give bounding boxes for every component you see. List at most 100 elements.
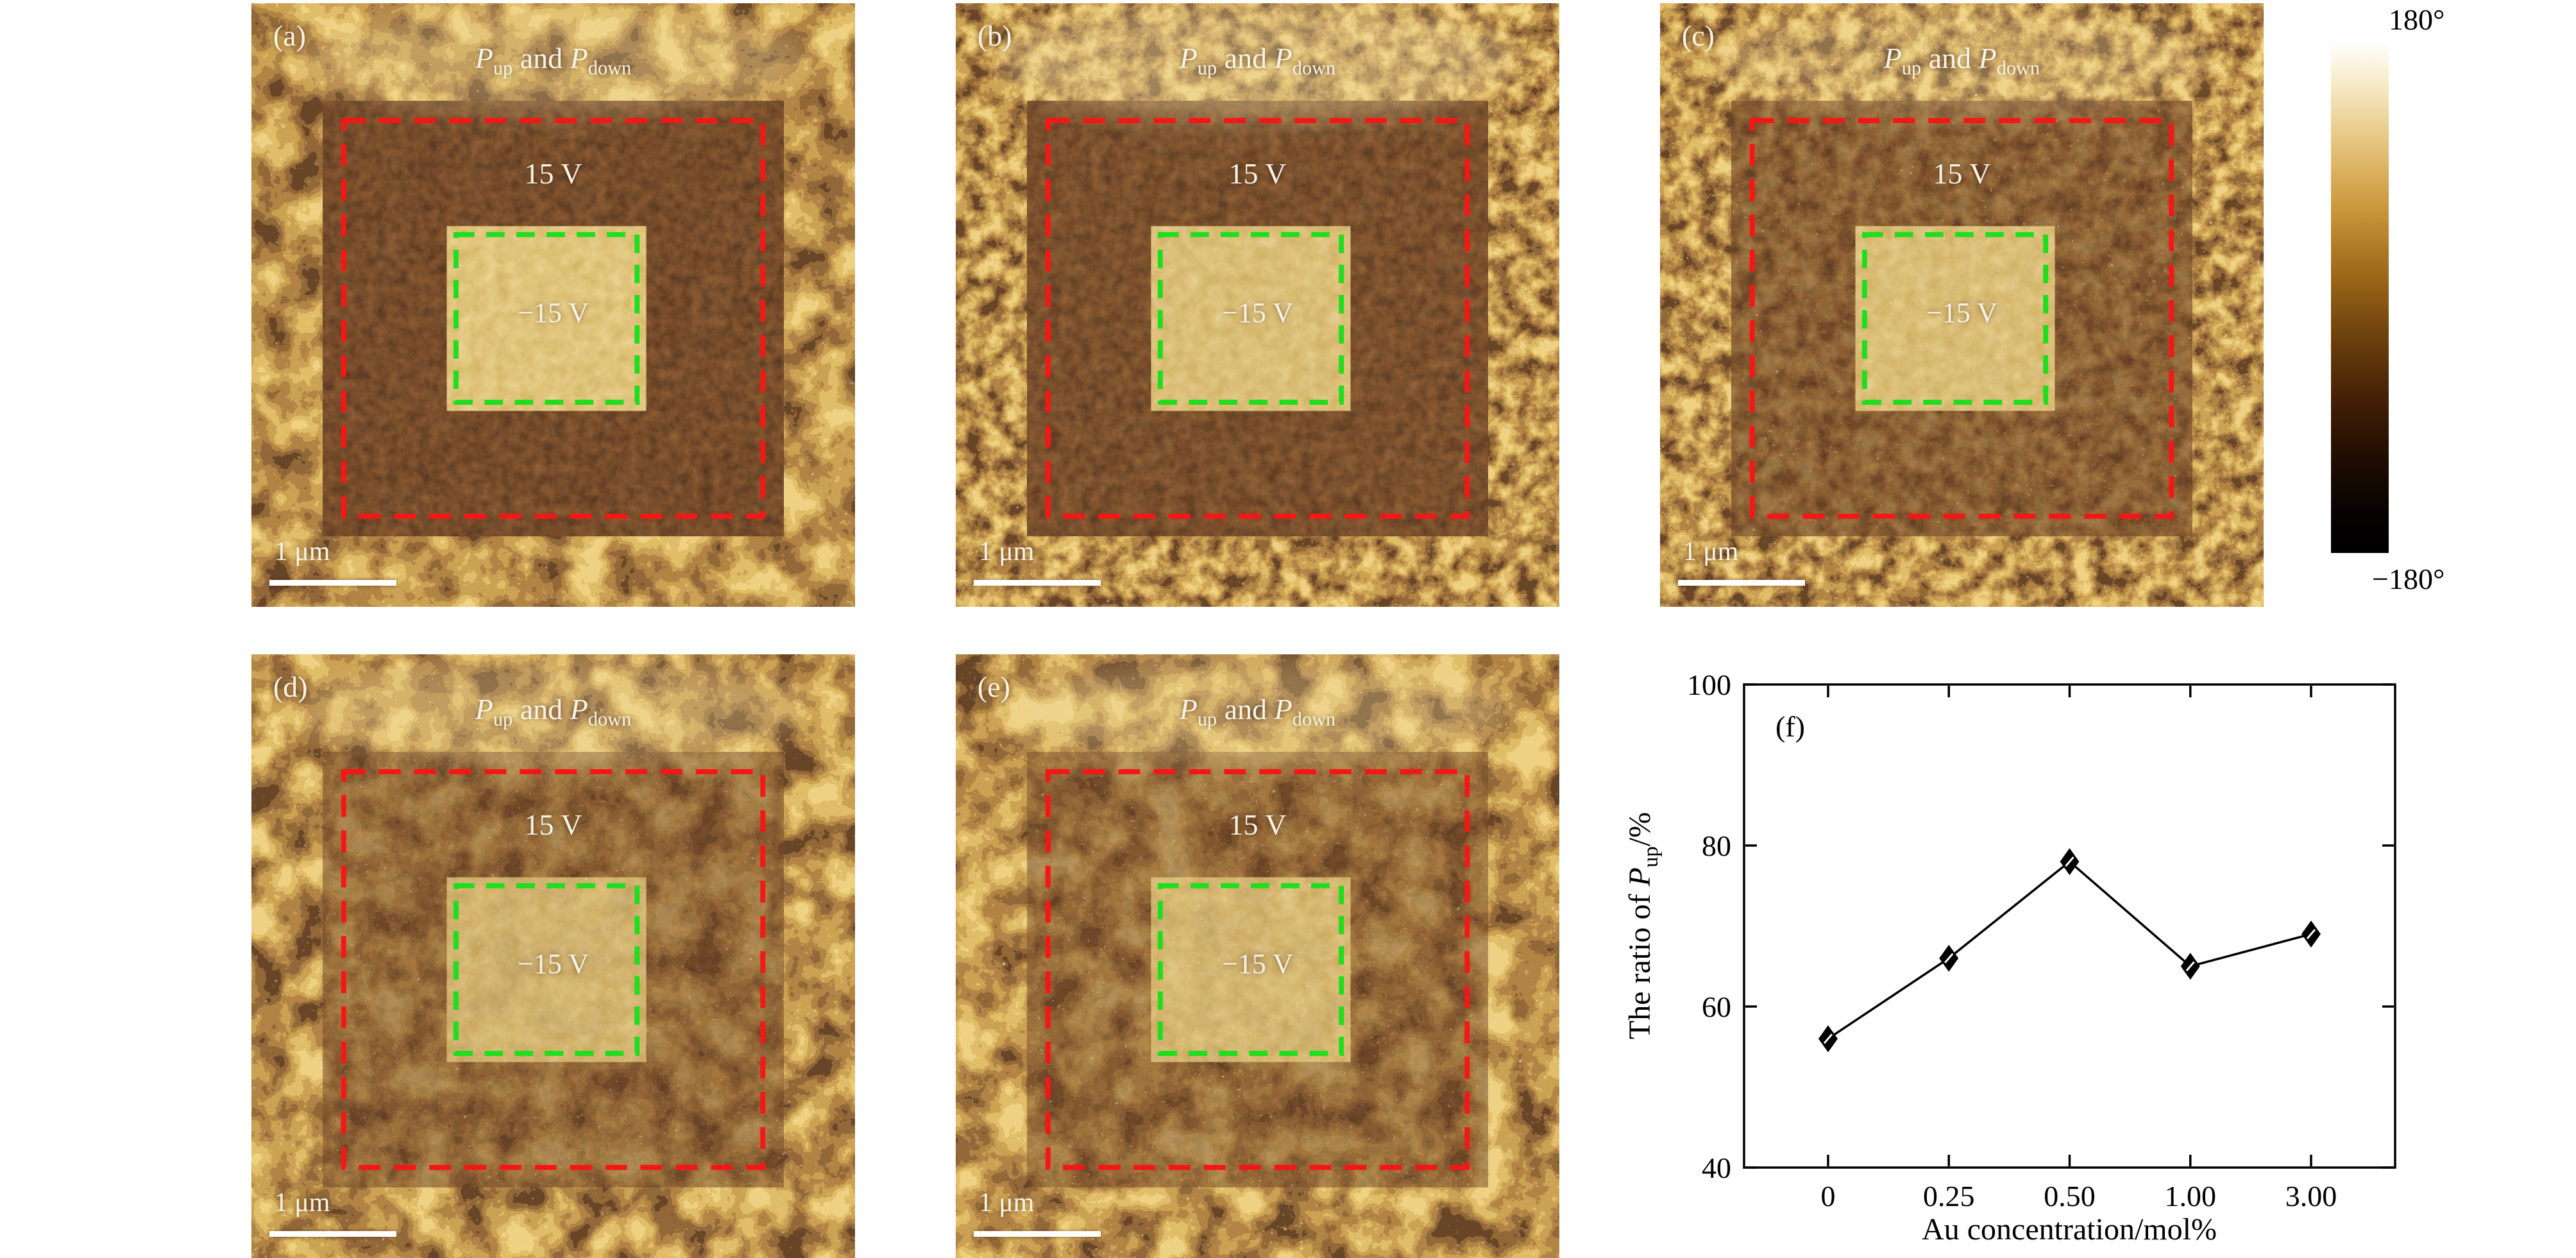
and-text: and bbox=[513, 693, 570, 726]
scalebar-label-d: 1 μm bbox=[274, 1187, 330, 1218]
colorbar-gradient bbox=[2331, 41, 2389, 553]
inner-voltage-label-c: −15 V bbox=[1926, 297, 1997, 329]
scalebar-e bbox=[974, 1230, 1101, 1237]
outer-voltage-label-d: 15 V bbox=[524, 808, 582, 841]
p-up-subscript: up bbox=[1197, 57, 1217, 80]
scalebar-label-c: 1 μm bbox=[1682, 536, 1739, 566]
inner-poling-box-e bbox=[1157, 883, 1344, 1057]
pale-patch bbox=[997, 3, 1518, 121]
p-up-symbol: P bbox=[1883, 42, 1902, 75]
x-tick-label: 1.00 bbox=[2165, 1180, 2217, 1212]
inner-voltage-label-d: −15 V bbox=[518, 948, 589, 980]
outer-poling-box-d bbox=[341, 769, 766, 1170]
inner-voltage-label-a: −15 V bbox=[518, 297, 589, 329]
panel-label-e: (e) bbox=[977, 670, 1010, 704]
inner-voltage-label-b: −15 V bbox=[1222, 297, 1293, 329]
x-tick-label: 0.25 bbox=[1923, 1180, 1975, 1212]
scalebar-label-e: 1 μm bbox=[978, 1187, 1035, 1218]
pfm-panel-c: (c) Pup and Pdown 15 V −15 V 1 μm bbox=[1660, 3, 2264, 607]
p-up-symbol: P bbox=[475, 42, 493, 75]
p-up-subscript: up bbox=[1901, 57, 1922, 80]
pfm-panel-b: (b) Pup and Pdown 15 V −15 V 1 μm bbox=[956, 3, 1559, 607]
outer-poling-box-e bbox=[1045, 769, 1470, 1170]
p-up-symbol: P bbox=[1179, 693, 1198, 726]
pale-patch bbox=[301, 6, 805, 114]
p-down-symbol: P bbox=[570, 693, 588, 726]
y-title-subscript: up bbox=[1640, 846, 1663, 867]
pfm-image-c bbox=[1660, 3, 2264, 607]
panel-label-b: (b) bbox=[977, 19, 1012, 53]
p-down-symbol: P bbox=[1274, 693, 1292, 726]
outer-poling-box-b bbox=[1045, 118, 1470, 519]
scalebar-c bbox=[1678, 579, 1805, 586]
pfm-panel-d: (d) Pup and Pdown 15 V −15 V 1 μm bbox=[251, 654, 855, 1258]
marker-highlight bbox=[1944, 953, 1954, 964]
and-text: and bbox=[513, 42, 570, 75]
outer-voltage-label-b: 15 V bbox=[1228, 157, 1287, 190]
p-down-subscript: down bbox=[1292, 57, 1336, 80]
inner-poling-box-b bbox=[1157, 232, 1344, 405]
marker-highlight bbox=[2306, 929, 2316, 940]
scalebar-d bbox=[269, 1230, 396, 1237]
ratio-chart: 40 60 80 100 0 0.25 0.50 1.00 3.00 (f) Au concen… bbox=[1623, 668, 2396, 1246]
and-text: and bbox=[1217, 693, 1275, 726]
chart-frame bbox=[1743, 683, 2396, 1169]
marker-highlight bbox=[1823, 1033, 1833, 1044]
y-title-pre: The ratio of bbox=[1623, 887, 1657, 1040]
p-up-subscript: up bbox=[493, 708, 513, 731]
p-down-symbol: P bbox=[1978, 42, 1997, 75]
outer-poling-box-c bbox=[1749, 118, 2174, 519]
inner-poling-box-c bbox=[1861, 232, 2049, 405]
panel-header-d: Pup and Pdown bbox=[251, 692, 855, 731]
inner-poling-box-d bbox=[453, 883, 640, 1057]
pfm-image-d bbox=[251, 654, 855, 1258]
pfm-image-b bbox=[956, 3, 1559, 607]
outer-voltage-label-e: 15 V bbox=[1228, 808, 1287, 841]
pfm-image-e bbox=[956, 654, 1559, 1258]
y-tick-label: 40 bbox=[1702, 1152, 1731, 1184]
p-down-subscript: down bbox=[588, 57, 632, 80]
p-down-symbol: P bbox=[570, 42, 588, 75]
p-down-subscript: down bbox=[1996, 57, 2040, 80]
p-down-subscript: down bbox=[588, 708, 632, 731]
y-tick-label: 60 bbox=[1702, 990, 1731, 1023]
y-axis-title: The ratio of Pup/% bbox=[1623, 812, 1663, 1039]
marker-highlight bbox=[2185, 961, 2195, 972]
marker-highlight bbox=[2065, 856, 2074, 867]
outer-voltage-label-c: 15 V bbox=[1933, 157, 1991, 190]
p-up-subscript: up bbox=[1197, 708, 1217, 731]
pfm-panel-e: (e) Pup and Pdown 15 V −15 V 1 μm bbox=[956, 654, 1559, 1258]
panel-header-e: Pup and Pdown bbox=[956, 692, 1559, 731]
outer-voltage-label-a: 15 V bbox=[524, 157, 582, 190]
colorbar-max-label: 180° bbox=[2389, 3, 2445, 36]
inner-poling-box-a bbox=[453, 232, 640, 405]
p-up-symbol: P bbox=[475, 693, 493, 726]
x-tick-label: 3.00 bbox=[2285, 1180, 2337, 1212]
p-up-symbol: P bbox=[1179, 42, 1198, 75]
p-down-symbol: P bbox=[1274, 42, 1292, 75]
scalebar-label-b: 1 μm bbox=[978, 536, 1035, 566]
panel-header-a: Pup and Pdown bbox=[251, 41, 855, 80]
scalebar-a bbox=[269, 579, 396, 586]
pale-patch bbox=[301, 658, 805, 765]
and-text: and bbox=[1217, 42, 1275, 75]
chart-panel-label: (f) bbox=[1775, 710, 1805, 743]
p-down-subscript: down bbox=[1292, 708, 1336, 731]
y-tick-label: 100 bbox=[1687, 668, 1731, 701]
scalebar-label-a: 1 μm bbox=[274, 536, 330, 566]
y-tick-label: 80 bbox=[1702, 829, 1731, 862]
p-up-subscript: up bbox=[493, 57, 513, 80]
data-line bbox=[1827, 860, 2312, 1040]
pale-patch bbox=[1710, 6, 2214, 114]
pale-patch bbox=[1006, 658, 1509, 765]
y-title-p-symbol: P bbox=[1623, 867, 1657, 887]
x-tick-label: 0.50 bbox=[2044, 1180, 2096, 1212]
panel-header-c: Pup and Pdown bbox=[1660, 41, 2264, 80]
panel-label-d: (d) bbox=[273, 670, 308, 704]
colorbar-min-label: −180° bbox=[2372, 563, 2445, 595]
x-tick-label: 0 bbox=[1821, 1180, 1836, 1212]
x-axis-title: Au concentration/mol% bbox=[1922, 1212, 2217, 1246]
panel-label-a: (a) bbox=[273, 19, 306, 53]
panel-header-b: Pup and Pdown bbox=[956, 41, 1559, 80]
panel-label-c: (c) bbox=[1681, 19, 1715, 53]
